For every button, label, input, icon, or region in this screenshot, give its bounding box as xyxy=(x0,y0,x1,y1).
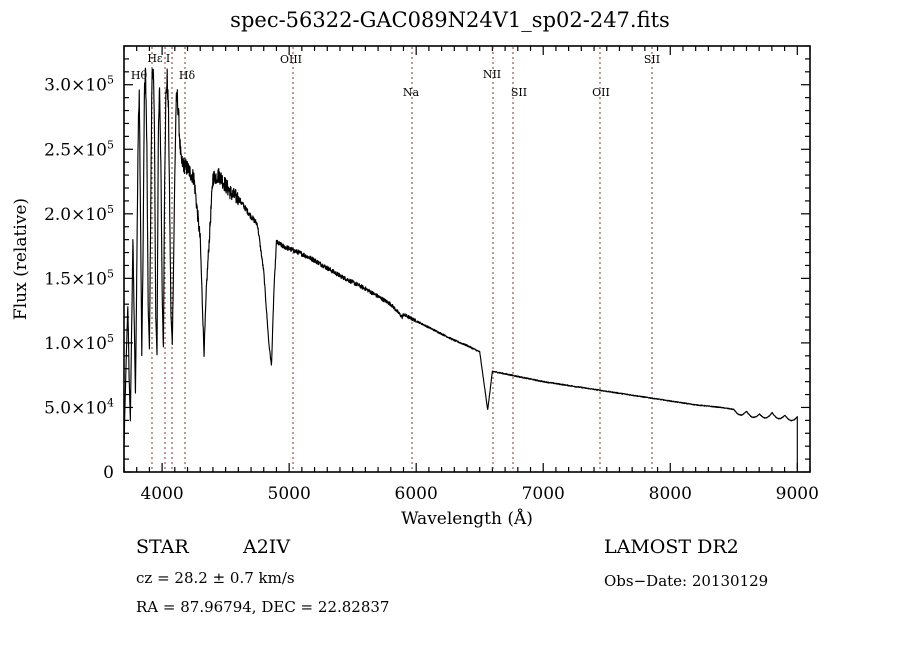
x-tick-label: 9000 xyxy=(776,484,819,504)
y-tick-label: 0 xyxy=(103,463,114,483)
y-tick-label: 5.0×104 xyxy=(44,396,114,418)
object-type-label: STAR xyxy=(136,536,189,558)
redshift-line: cz = 28.2 ± 0.7 km/s xyxy=(136,569,295,587)
figure-footer: STAR A2IV cz = 28.2 ± 0.7 km/s RA = 87.9679… xyxy=(136,536,768,616)
y-tick-label: 3.0×105 xyxy=(44,74,114,96)
spectral-line-label: SII xyxy=(644,53,660,66)
spectral-line-markers xyxy=(151,47,653,471)
spectral-line-labels: Hθ Hε I Hδ OIII Na NII SII OII SII xyxy=(131,52,660,99)
spectral-line-label: Hε xyxy=(147,52,163,65)
coordinates-line: RA = 87.96794, DEC = 22.82837 xyxy=(136,598,389,616)
spectral-line-label: OIII xyxy=(280,53,302,66)
survey-label: LAMOST DR2 xyxy=(604,536,739,558)
axis-titles: Wavelength (Å) Flux (relative) xyxy=(11,198,533,529)
axis-tick-labels: 4000 5000 6000 7000 8000 9000 0 5.0×104 1.0×105 1… xyxy=(44,74,819,504)
y-tick-label: 1.0×105 xyxy=(44,332,114,354)
spectral-line-label: NII xyxy=(483,68,501,81)
spectral-line-label: Hδ xyxy=(179,69,196,82)
x-tick-label: 8000 xyxy=(649,484,692,504)
flux-trace xyxy=(123,67,798,472)
obs-date-line: Obs−Date: 20130129 xyxy=(604,572,768,590)
page-title: spec-56322-GAC089N24V1_sp02-247.fits xyxy=(230,8,670,32)
x-tick-label: 6000 xyxy=(395,484,438,504)
spectrum-curve xyxy=(123,67,798,472)
spectral-line-label: Hθ xyxy=(131,69,148,82)
y-tick-label: 1.5×105 xyxy=(44,267,114,289)
spectral-line-label: I xyxy=(166,52,170,65)
y-tick-label: 2.5×105 xyxy=(44,138,114,160)
spectral-line-label: Na xyxy=(403,86,420,99)
spectral-class-label: A2IV xyxy=(242,536,290,558)
spectral-line-label: OII xyxy=(592,86,610,99)
x-tick-label: 4000 xyxy=(140,484,183,504)
y-axis-title: Flux (relative) xyxy=(11,198,31,320)
plot-frame xyxy=(123,45,811,473)
plot-axes xyxy=(123,45,811,473)
spectral-line-label: SII xyxy=(511,86,527,99)
x-tick-label: 5000 xyxy=(268,484,311,504)
x-axis-title: Wavelength (Å) xyxy=(401,508,533,529)
y-tick-label: 2.0×105 xyxy=(44,203,114,225)
x-tick-label: 7000 xyxy=(522,484,565,504)
